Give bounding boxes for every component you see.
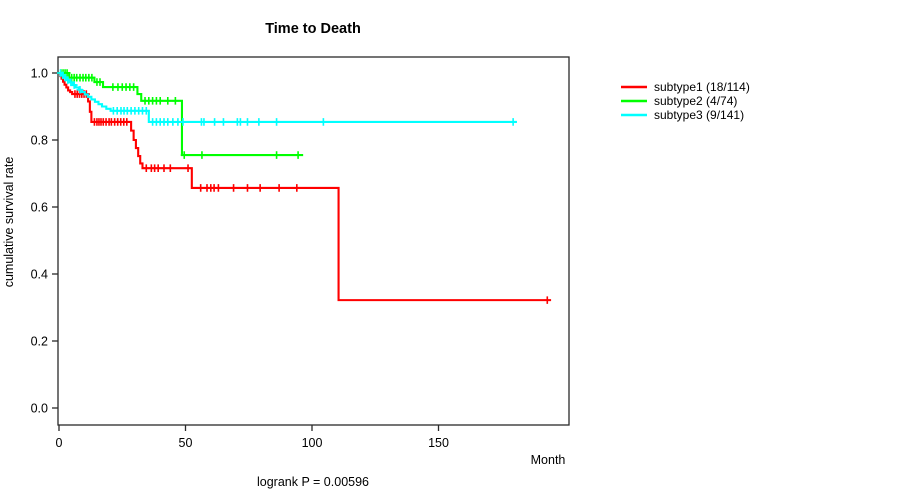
y-tick-label: 0.8 [31,133,48,147]
y-tick-label: 0.0 [31,401,48,415]
x-tick-label: 50 [179,436,193,450]
chart-title: Time to Death [265,21,361,37]
legend-label-1: subtype1 (18/114) [654,80,750,94]
x-axis-label: Month [531,453,566,467]
censor-marks-2 [57,69,302,159]
x-tick-label: 0 [56,436,63,450]
x-tick-label: 100 [302,436,323,450]
survival-curve-2 [59,71,304,157]
x-axis-ticks: 0 50 100 150 [56,425,449,450]
y-tick-label: 0.6 [31,200,48,214]
logrank-p-annotation: logrank P = 0.00596 [257,475,369,489]
plot-box [57,56,570,426]
y-axis-ticks: 0.0 0.2 0.4 0.6 0.8 1.0 [31,66,58,415]
y-axis-label: cumulative survival rate [2,157,16,288]
y-tick-label: 0.4 [31,267,48,281]
survival-curve-1 [59,71,552,302]
y-tick-label: 0.2 [31,334,48,348]
legend-label-2: subtype2 (4/74) [654,94,737,108]
y-tick-label: 1.0 [31,66,48,80]
legend-label-3: subtype3 (9/141) [654,108,744,122]
legend: subtype1 (18/114)subtype2 (4/74)subtype3… [621,80,750,122]
x-tick-label: 150 [428,436,449,450]
censor-marks-3 [57,69,517,126]
survival-curves [57,69,552,304]
